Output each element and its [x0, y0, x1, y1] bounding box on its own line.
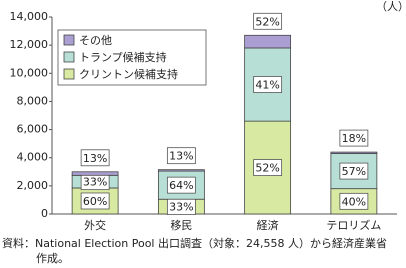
bar-segment: [71, 171, 119, 176]
legend-label: その他: [79, 34, 112, 47]
x-tick-label: 外交: [84, 218, 106, 232]
y-tick-label: 2,000: [17, 179, 49, 192]
y-tick-label: 8,000: [17, 94, 49, 107]
value-label-box: [166, 176, 196, 194]
bar-segment: [330, 151, 378, 154]
value-label-box: [80, 149, 110, 167]
legend-label: トランプ候補支持: [79, 50, 167, 64]
value-label-box: [253, 76, 283, 93]
value-label-box: [253, 12, 283, 30]
y-tick-label: 14,000: [10, 10, 49, 23]
value-label: 18%: [342, 132, 366, 145]
value-label: 52%: [255, 15, 279, 28]
legend-swatch: [63, 51, 75, 63]
y-tick-label: 4,000: [17, 151, 49, 164]
value-label-box: [339, 129, 369, 147]
value-label: 60%: [83, 195, 107, 208]
value-label-box: [253, 159, 283, 176]
value-label: 40%: [342, 195, 366, 208]
value-label-box: [339, 192, 369, 210]
x-tick-label: 移民: [170, 219, 192, 232]
value-label-box: [339, 162, 369, 180]
y-tick-label: 12,000: [10, 38, 49, 51]
value-label: 52%: [255, 162, 279, 175]
legend-swatch: [63, 34, 75, 46]
y-tick-label: 0: [41, 207, 48, 220]
x-tick-label: テロリズム: [326, 218, 381, 232]
bar-segment: [244, 120, 292, 215]
value-label: 57%: [342, 165, 366, 178]
value-label: 13%: [83, 152, 107, 165]
value-label: 33%: [169, 201, 193, 214]
value-label-box: [166, 147, 196, 165]
x-tick-label: 経済: [257, 218, 279, 232]
y-unit: （人）: [376, 0, 406, 13]
value-label-box: [80, 192, 110, 210]
legend-label: クリントン候補支持: [79, 67, 178, 81]
y-tick-label: 10,000: [10, 66, 49, 79]
value-label: 13%: [169, 150, 193, 163]
bar-segment: [157, 169, 205, 172]
value-label: 64%: [169, 179, 193, 192]
source-note: 資料：National Election Pool 出口調査（対象：24,558…: [2, 236, 387, 250]
legend-swatch: [63, 68, 75, 80]
value-label: 33%: [83, 176, 107, 189]
bar-segment: [244, 34, 292, 49]
value-label: 41%: [255, 79, 279, 92]
source-note: 作成。: [36, 252, 69, 265]
y-tick-label: 6,000: [17, 123, 49, 136]
legend-box: [57, 29, 207, 86]
